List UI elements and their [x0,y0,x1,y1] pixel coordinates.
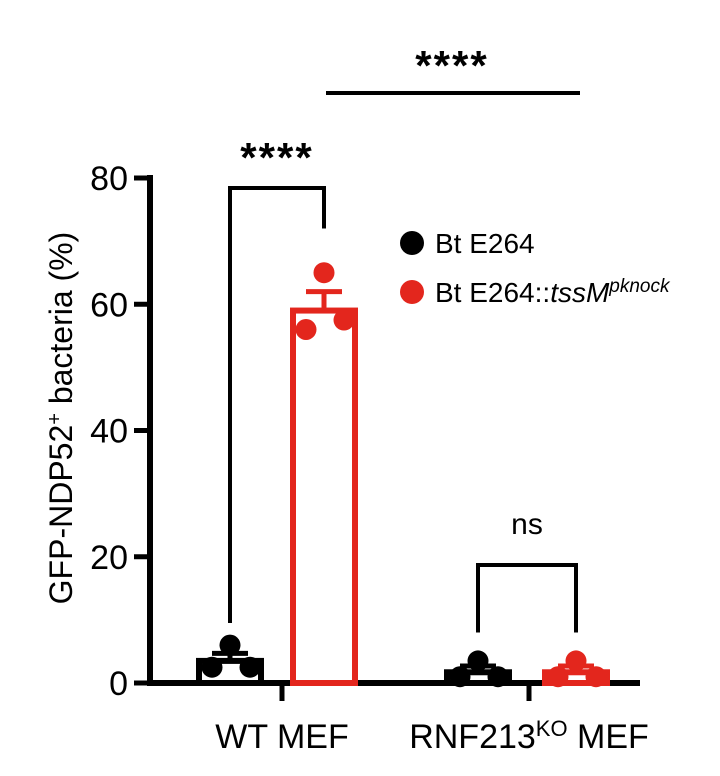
y-tick-label-0: 0 [109,665,128,703]
bar-s1-g0 [290,307,358,686]
point-s1-g0-2 [295,319,317,340]
legend-item-bt-e264-tssm: Bt E264::tssMpknock [400,276,671,309]
point-s0-g1-0 [467,650,489,672]
legend-marker-bt-e264-tssm [400,280,424,304]
y-tick-label-80: 80 [90,160,128,198]
significance-label-between: **** [415,42,488,89]
axes: 0 20 40 60 80 [90,160,640,703]
legend-marker-bt-e264 [400,231,424,255]
legend-item-bt-e264: Bt E264 [400,228,535,259]
point-s1-g0-0 [313,262,335,284]
group-label-wt: WT MEF [215,718,348,756]
point-s1-g0-1 [333,309,355,331]
significance-bracket-wt [228,186,326,624]
bars [196,289,610,686]
group-label-rnf213ko: RNF213KO MEF [409,716,649,757]
point-s0-g1-2 [449,666,471,688]
point-s0-g0-0 [219,634,241,656]
y-tick-label-60: 60 [90,286,128,324]
y-axis-label: GFP-NDP52+ bacteria (%) [43,232,79,605]
point-s0-g0-2 [201,656,223,678]
point-s0-g0-1 [239,656,261,678]
significance-label-rnf213ko: ns [511,508,543,541]
annotations: **** ns **** [228,42,580,633]
data-points [201,262,607,688]
point-s1-g1-1 [585,666,607,688]
point-s1-g1-2 [547,666,569,688]
y-tick-label-40: 40 [90,413,128,451]
legend-label-bt-e264: Bt E264 [435,228,535,259]
significance-label-wt: **** [240,134,313,181]
significance-bracket-rnf213ko [476,563,578,633]
point-s1-g1-0 [565,650,587,672]
legend-label-bt-e264-tssm: Bt E264::tssMpknock [435,276,671,309]
point-s0-g1-1 [487,666,509,688]
y-tick-label-20: 20 [90,539,128,577]
